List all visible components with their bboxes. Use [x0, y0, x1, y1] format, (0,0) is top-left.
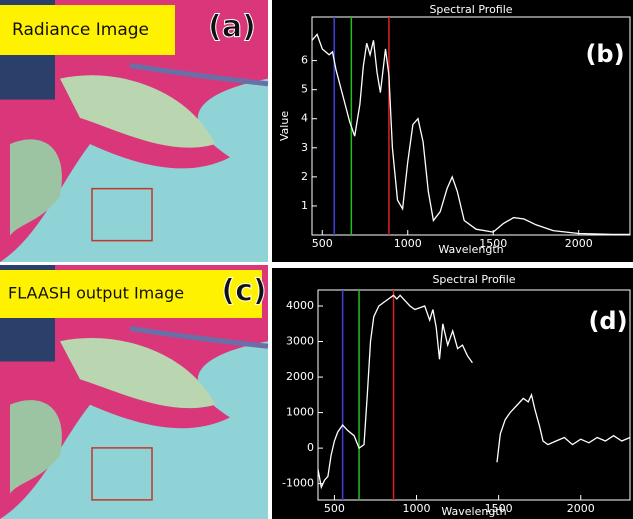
plot-frame [317, 289, 631, 501]
y-tick-label: 4000 [286, 299, 314, 312]
y-tick-label: 5 [301, 83, 308, 96]
x-tick-label: 1000 [403, 502, 431, 515]
y-tick-label: 3000 [286, 335, 314, 348]
panel-tag: (b) [585, 40, 624, 68]
x-tick-label: 1500 [479, 237, 507, 250]
river [129, 63, 269, 87]
x-axis-label: Wavelength [438, 243, 503, 256]
y-tick-label: 3 [301, 141, 308, 154]
y-tick-label: 2 [301, 170, 308, 183]
x-tick-label: 2000 [567, 502, 595, 515]
chart-title: Spectral Profile [429, 3, 512, 16]
spectrum-line [311, 33, 630, 236]
y-tick-label: -1000 [282, 477, 314, 490]
panel-label: FLAASH output Image [8, 284, 184, 303]
y-tick-label: 1000 [286, 406, 314, 419]
y-tick-label: 1 [301, 199, 308, 212]
x-tick-label: 1000 [394, 237, 422, 250]
vegetation [60, 337, 215, 409]
x-tick-label: 500 [312, 237, 333, 250]
vegetation [60, 75, 215, 148]
panel-tag: (c) [221, 274, 266, 309]
roi-box [91, 447, 153, 501]
vegetation [10, 400, 62, 494]
label-box [0, 5, 175, 55]
y-tick-label: 4 [301, 112, 308, 125]
x-axis-label: Wavelength [441, 505, 506, 518]
plot-frame [311, 16, 631, 236]
y-axis-label: Value [278, 111, 291, 141]
chart-background [272, 268, 633, 519]
chart-title: Spectral Profile [432, 273, 515, 286]
panel-tag: (d) [588, 307, 627, 335]
panel-label: Radiance Image [12, 20, 149, 40]
label-box [0, 270, 262, 318]
x-tick-label: 1500 [485, 502, 513, 515]
x-tick-label: 2000 [565, 237, 593, 250]
chart-background [272, 0, 633, 262]
x-tick-label: 500 [324, 502, 345, 515]
y-tick-label: 6 [301, 54, 308, 67]
y-tick-label: 0 [307, 441, 314, 454]
river [129, 326, 269, 349]
y-tick-label: 2000 [286, 370, 314, 383]
vegetation [10, 139, 62, 236]
panel-tag: (a) [208, 10, 256, 45]
roi-box [91, 187, 153, 242]
spectrum-line [317, 294, 631, 490]
